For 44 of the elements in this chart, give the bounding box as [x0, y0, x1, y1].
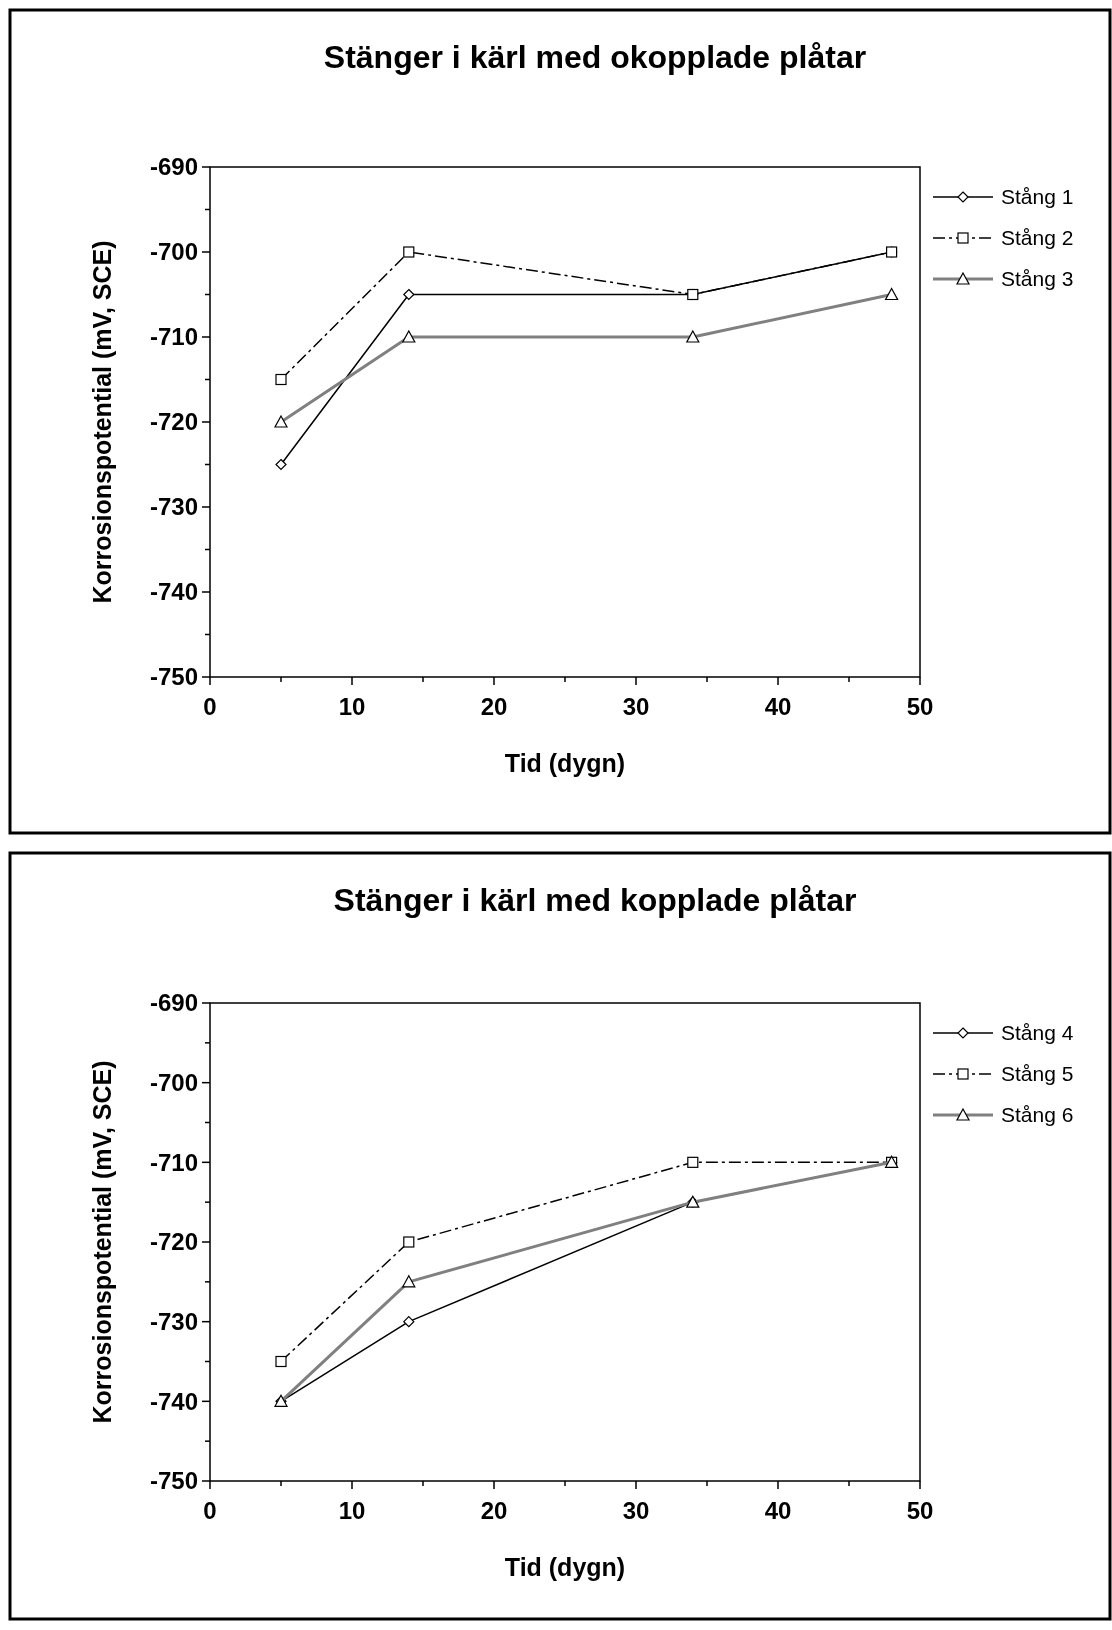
legend-label: Stång 1 — [1001, 185, 1074, 209]
chart-title: Stänger i kärl med kopplade plåtar — [333, 882, 857, 918]
legend-label: Stång 3 — [1001, 267, 1074, 291]
x-tick-label: 0 — [203, 1497, 217, 1524]
x-tick-label: 10 — [338, 693, 366, 720]
y-tick-label: -700 — [149, 1069, 198, 1097]
chart-title: Stänger i kärl med okopplade plåtar — [323, 39, 867, 75]
x-tick-label: 50 — [906, 1497, 934, 1524]
legend-label: Stång 6 — [1001, 1103, 1074, 1127]
x-tick-label: 50 — [906, 693, 934, 720]
point — [403, 1236, 415, 1248]
point — [275, 458, 287, 471]
point — [687, 1156, 699, 1168]
x-tick-label: 30 — [622, 693, 650, 720]
x-tick-label: 30 — [622, 1497, 650, 1524]
x-tick-label: 10 — [338, 1497, 366, 1524]
y-tick-label: -710 — [149, 323, 198, 351]
y-tick-label: -720 — [149, 1228, 198, 1256]
point — [275, 1355, 287, 1368]
legend-label: Stång 5 — [1001, 1062, 1074, 1086]
y-tick-label: -730 — [149, 493, 198, 521]
y-tick-label: -700 — [149, 238, 198, 266]
y-tick-label: -710 — [149, 1148, 198, 1176]
y-tick-label: -750 — [149, 663, 198, 691]
y-tick-label: -690 — [149, 153, 198, 181]
y-tick-label: -690 — [149, 989, 198, 1017]
x-tick-label: 40 — [764, 1497, 792, 1524]
y-axis-title: Korrosionspotential (mV, SCE) — [88, 1060, 116, 1424]
legend-label: Stång 2 — [1001, 226, 1074, 250]
legend-label: Stång 4 — [1001, 1021, 1074, 1045]
x-tick-label: 0 — [203, 693, 217, 720]
y-tick-label: -730 — [149, 1308, 198, 1336]
x-tick-label: 20 — [480, 693, 508, 720]
x-axis-title: Tid (dygn) — [504, 1553, 626, 1581]
point — [403, 246, 415, 258]
y-axis-title: Korrosionspotential (mV, SCE) — [88, 240, 116, 604]
y-tick-label: -740 — [149, 578, 198, 606]
x-tick-label: 40 — [764, 693, 792, 720]
y-tick-label: -720 — [149, 408, 198, 436]
y-tick-label: -750 — [149, 1467, 198, 1495]
x-axis-title: Tid (dygn) — [504, 749, 626, 777]
x-tick-label: 20 — [480, 1497, 508, 1524]
y-tick-label: -740 — [149, 1387, 198, 1415]
point — [275, 373, 287, 386]
